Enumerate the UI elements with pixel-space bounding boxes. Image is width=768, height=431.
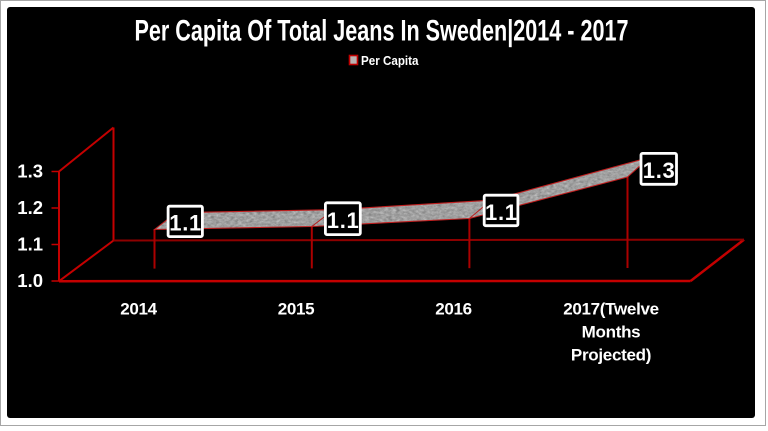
svg-text:1.1: 1.1 — [17, 234, 43, 255]
svg-text:1.1: 1.1 — [169, 211, 201, 236]
svg-text:1.2: 1.2 — [17, 197, 43, 218]
svg-text:2014: 2014 — [120, 300, 157, 319]
svg-text:1.0: 1.0 — [17, 270, 43, 291]
svg-text:Per Capita Of Total Jeans In S: Per Capita Of Total Jeans In Sweden|2014… — [135, 15, 629, 48]
svg-text:2015: 2015 — [278, 300, 315, 319]
svg-text:Projected): Projected) — [571, 346, 651, 365]
svg-text:1.3: 1.3 — [17, 161, 43, 182]
svg-text:Months: Months — [582, 323, 641, 342]
svg-text:Per Capita: Per Capita — [361, 53, 419, 68]
svg-text:1.1: 1.1 — [327, 208, 359, 233]
svg-text:2017(Twelve: 2017(Twelve — [563, 300, 659, 319]
svg-text:1.1: 1.1 — [485, 200, 517, 225]
svg-text:2016: 2016 — [435, 300, 472, 319]
svg-text:1.3: 1.3 — [643, 158, 675, 183]
